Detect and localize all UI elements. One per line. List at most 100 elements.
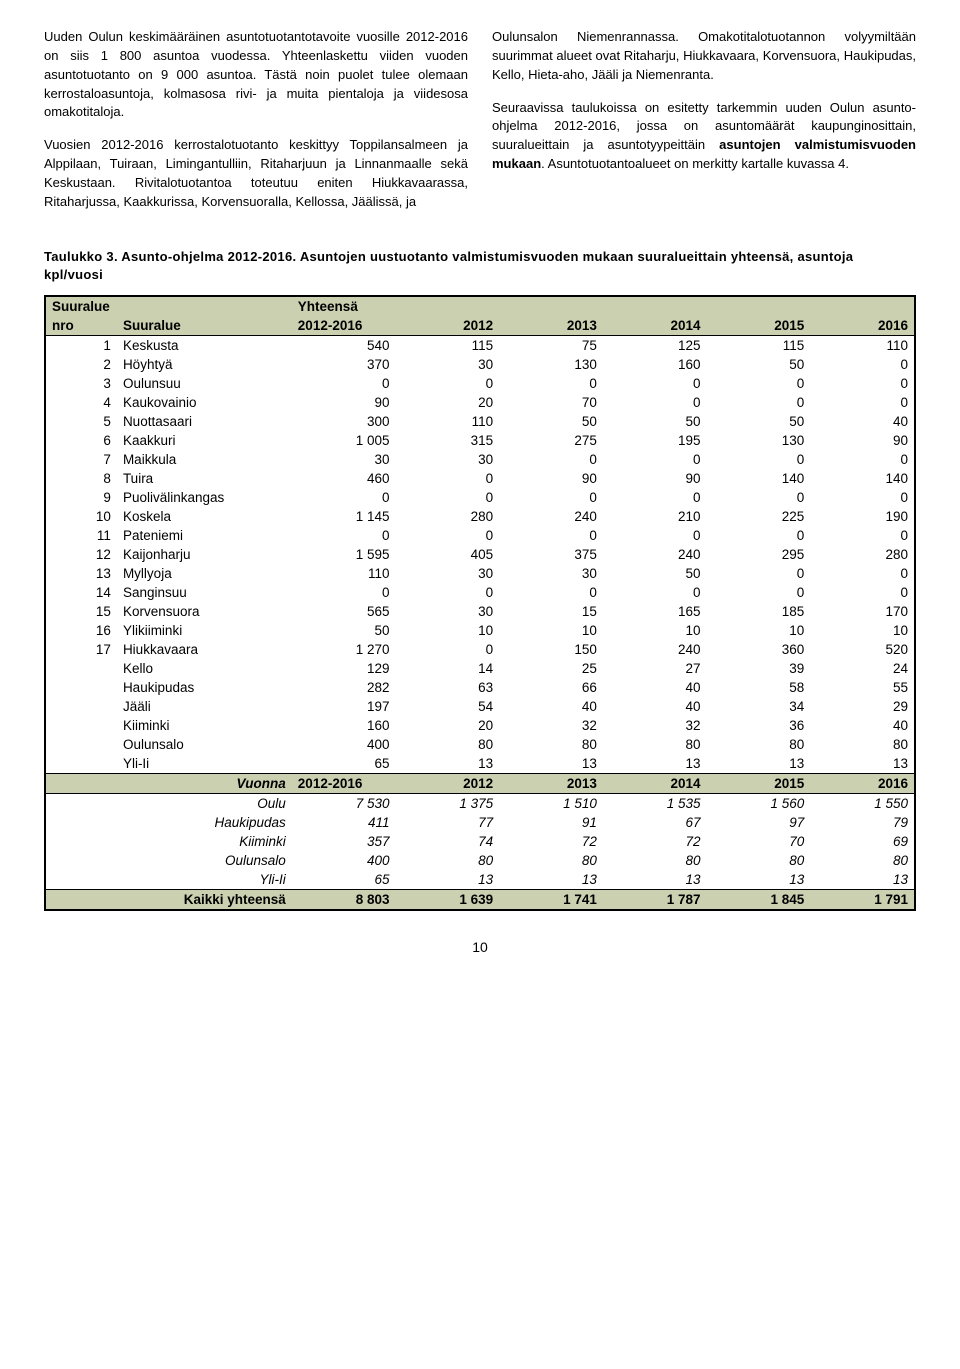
cell: Oulunsuu (117, 374, 292, 393)
cell: 5 (45, 412, 117, 431)
cell: 210 (603, 507, 707, 526)
cell: 54 (395, 697, 499, 716)
cell: 0 (395, 469, 499, 488)
cell: 0 (810, 526, 915, 545)
cell: 0 (810, 488, 915, 507)
cell (45, 735, 117, 754)
cell: Keskusta (117, 336, 292, 356)
cell: 30 (395, 450, 499, 469)
cell: 10 (707, 621, 811, 640)
cell: 1 270 (292, 640, 396, 659)
table-row: 10Koskela1 145280240210225190 (45, 507, 915, 526)
cell: 66 (499, 678, 603, 697)
cell: 1 005 (292, 431, 396, 450)
cell: 130 (707, 431, 811, 450)
cell: 13 (810, 870, 915, 890)
cell: 197 (292, 697, 396, 716)
cell: 540 (292, 336, 396, 356)
cell: 0 (810, 393, 915, 412)
table-row: Kiiminki3577472727069 (45, 832, 915, 851)
cell: 30 (292, 450, 396, 469)
cell: Maikkula (117, 450, 292, 469)
paragraph: Vuosien 2012-2016 kerrostalotuotanto kes… (44, 136, 468, 211)
cell: 80 (810, 851, 915, 870)
cell: Haukipudas (117, 678, 292, 697)
cell: 110 (292, 564, 396, 583)
cell: Oulunsalo (117, 735, 292, 754)
cell: 1 560 (707, 794, 811, 814)
cell: 10 (395, 621, 499, 640)
cell: 0 (292, 526, 396, 545)
cell: Haukipudas (117, 813, 292, 832)
cell: Oulunsalo (117, 851, 292, 870)
cell: Korvensuora (117, 602, 292, 621)
table-row: Oulunsalo4008080808080 (45, 851, 915, 870)
cell: 50 (707, 412, 811, 431)
table-row: Yli-Ii651313131313 (45, 754, 915, 774)
cell: 1 375 (395, 794, 499, 814)
paragraph: Seuraavissa taulukoissa on esitetty tark… (492, 99, 916, 174)
cell: 34 (707, 697, 811, 716)
cell: 360 (707, 640, 811, 659)
cell: 90 (603, 469, 707, 488)
page-number: 10 (44, 939, 916, 955)
cell: 10 (603, 621, 707, 640)
cell: 225 (707, 507, 811, 526)
cell: 29 (810, 697, 915, 716)
cell: 69 (810, 832, 915, 851)
cell: 165 (603, 602, 707, 621)
table-header-row: Suuralue Yhteensä (45, 296, 915, 316)
cell: 0 (499, 450, 603, 469)
cell: 0 (292, 374, 396, 393)
cell: Kaijonharju (117, 545, 292, 564)
cell: 0 (395, 374, 499, 393)
col-header: 2015 (707, 316, 811, 336)
cell: 0 (810, 450, 915, 469)
cell: 97 (707, 813, 811, 832)
cell: 0 (810, 355, 915, 374)
cell: 39 (707, 659, 811, 678)
cell: Koskela (117, 507, 292, 526)
cell: 405 (395, 545, 499, 564)
cell: 9 (45, 488, 117, 507)
cell: 13 (395, 870, 499, 890)
cell: 240 (603, 545, 707, 564)
cell: 0 (395, 640, 499, 659)
cell (45, 659, 117, 678)
cell: 13 (395, 754, 499, 774)
cell: 80 (810, 735, 915, 754)
cell: 90 (292, 393, 396, 412)
col-header: 2013 (499, 316, 603, 336)
cell: 80 (395, 735, 499, 754)
cell: 357 (292, 832, 396, 851)
cell: 0 (499, 374, 603, 393)
right-column: Oulunsalon Niemenrannassa. Omakotitalotu… (492, 28, 916, 226)
cell: 80 (603, 851, 707, 870)
cell: 32 (499, 716, 603, 735)
cell: 17 (45, 640, 117, 659)
table-row: Kello1291425273924 (45, 659, 915, 678)
table-row: 15Korvensuora5653015165185170 (45, 602, 915, 621)
cell: 1 145 (292, 507, 396, 526)
cell: 70 (707, 832, 811, 851)
cell: 315 (395, 431, 499, 450)
table-row: Haukipudas4117791679779 (45, 813, 915, 832)
cell: 129 (292, 659, 396, 678)
cell: 8 803 (292, 890, 396, 911)
col-header: nro (45, 316, 117, 336)
cell: 10 (499, 621, 603, 640)
cell: Hiukkavaara (117, 640, 292, 659)
cell: 110 (395, 412, 499, 431)
table-row: 2Höyhtyä37030130160500 (45, 355, 915, 374)
cell: 0 (810, 374, 915, 393)
cell: 4 (45, 393, 117, 412)
cell: Puolivälinkangas (117, 488, 292, 507)
cell: 275 (499, 431, 603, 450)
table-section-row: Vuonna 2012-2016 2012 2013 2014 2015 201… (45, 774, 915, 794)
cell: 16 (45, 621, 117, 640)
cell: 130 (499, 355, 603, 374)
cell (45, 678, 117, 697)
col-header: Yhteensä (292, 296, 396, 316)
col-header: Suuralue (117, 316, 292, 336)
paragraph: Oulunsalon Niemenrannassa. Omakotitalotu… (492, 28, 916, 85)
